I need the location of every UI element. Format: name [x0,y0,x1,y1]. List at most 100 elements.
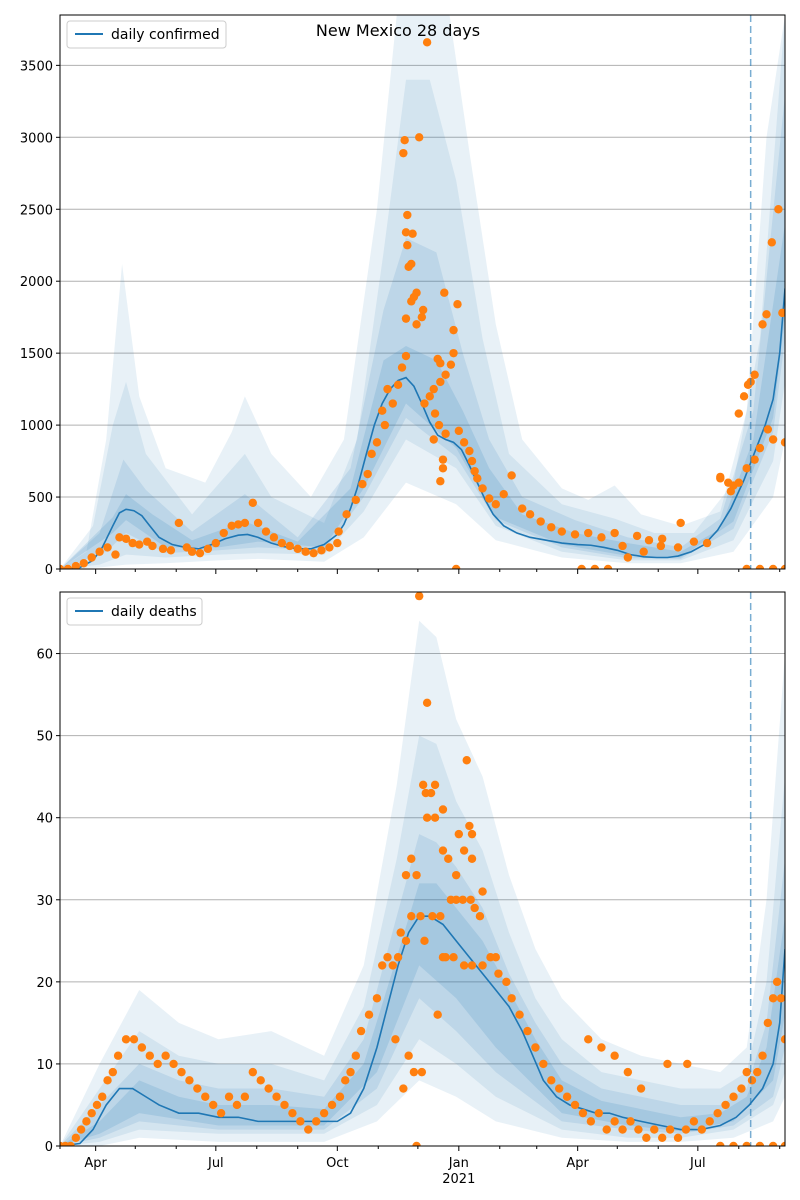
observed-point [269,533,279,542]
observed-point [396,928,405,937]
observed-point [586,1117,596,1126]
observed-point [473,474,482,483]
confidence-band [60,15,785,569]
observed-point [436,377,445,387]
observed-point [689,537,699,546]
observed-point [673,543,683,552]
observed-point [135,540,144,549]
observed-point [417,1067,427,1077]
observed-point [444,854,453,863]
observed-point [420,399,429,408]
observed-point [459,438,469,447]
observed-point [644,536,654,545]
observed-point [407,297,416,306]
observed-point [378,406,387,415]
observed-point [436,911,445,921]
observed-point [115,533,124,542]
observed-point [372,438,382,447]
observed-point [742,1141,751,1146]
y-tick-label: 3500 [20,59,53,74]
observed-point [76,1125,86,1134]
y-tick-label: 1500 [20,347,53,362]
y-tick-label: 2500 [20,203,53,218]
observed-point [425,392,434,401]
observed-point [71,561,81,569]
top-panel-axes: 0 500 1000 1500 2000 2500 3000 3500 [20,14,786,578]
observed-point [665,1125,675,1134]
observed-point [63,564,73,569]
observed-point [128,538,137,548]
observed-point [716,1141,725,1146]
observed-point [92,1100,102,1110]
observed-point [747,1076,757,1085]
observed-point [71,1133,81,1142]
confidence-band [60,223,785,569]
observed-point [453,300,462,309]
y-tick-label: 3000 [20,131,53,146]
observed-point [367,449,376,459]
observed-point [256,1076,265,1085]
observed-point [372,994,382,1003]
observed-point [755,443,765,453]
observed-point [642,1133,651,1142]
observed-point [465,446,474,456]
observed-point [515,1010,524,1019]
observed-point [412,870,421,880]
observed-point [758,1051,767,1060]
y-tick-label: 500 [28,491,53,506]
observed-point [248,498,258,508]
observed-point [623,553,633,562]
observed-point [399,148,408,158]
x-tick-label: Oct [326,1156,348,1171]
observed-point [103,543,112,552]
observed-point [401,228,411,237]
observed-point [420,936,429,946]
legend-label: daily confirmed [111,27,220,43]
observed-point [311,1117,321,1126]
observed-point [87,1108,96,1118]
confidence-band [60,620,785,1146]
observed-point [185,1076,194,1085]
bottom-panel: 0 10 20 30 40 50 60 Apr Jul Oct Jan Apr Jul 2021 dail… [36,591,786,1187]
observed-point [697,1125,707,1134]
y-tick-label: 20 [36,976,53,991]
observed-point [734,478,743,487]
observed-point [393,953,403,962]
observed-point [763,1018,773,1028]
observed-point [325,543,334,552]
observed-point [673,1133,683,1142]
observed-point [108,1067,118,1077]
observed-point [767,238,776,247]
observed-point [264,1084,273,1093]
observed-point [129,1035,139,1044]
observed-point [333,538,342,548]
observed-point [716,474,725,483]
observed-point [342,510,351,519]
observed-point [397,363,407,372]
observed-point [467,456,477,466]
observed-point [762,310,771,319]
bottom-panel-axes: 0 10 20 30 40 50 60 Apr Jul Oct Jan Apr Jul 2021 [36,591,786,1187]
observed-point [626,1117,635,1126]
y-tick-label: 0 [45,563,53,578]
observed-point [772,977,782,987]
y-tick-label: 10 [36,1058,53,1073]
observed-point [407,854,416,863]
observed-point [404,262,413,272]
observed-point [523,1026,532,1036]
observed-point [240,1092,250,1101]
observed-point [364,1010,374,1019]
observed-point [499,489,508,499]
observed-point [475,911,485,921]
observed-point [584,1035,593,1044]
top-panel-legend: daily confirmed [66,20,227,49]
observed-point [388,961,397,970]
observed-point [584,528,593,538]
observed-point [478,887,487,896]
observed-point [650,1125,659,1134]
observed-point [602,1125,611,1134]
observed-point [755,564,765,569]
observed-point [429,435,438,444]
model-line [60,288,785,569]
